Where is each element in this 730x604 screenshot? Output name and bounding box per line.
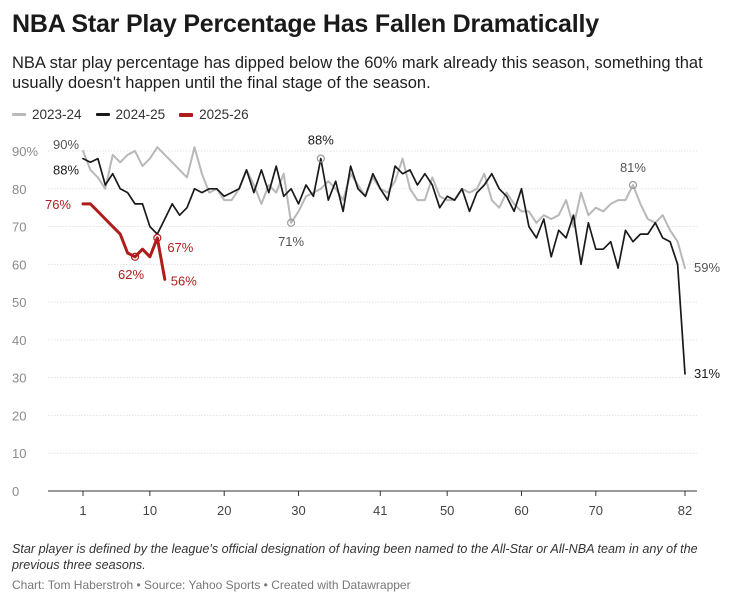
y-tick-label: 80	[12, 182, 26, 197]
footnote: Star player is defined by the league's o…	[12, 542, 698, 572]
legend-item-2023-24: 2023-24	[12, 107, 82, 122]
annotations: 90% 88% 88% 71% 81% 59% 31% 76% 62% 67% 56%	[45, 133, 720, 381]
legend-swatch-2024-25	[95, 113, 110, 116]
annotation-label: 67%	[167, 240, 193, 255]
y-axis-ticks: 0 10 20 30 40 50 60 70 80 90%	[12, 144, 38, 499]
x-axis: 1 10 20 30 41 50 60 70 82	[48, 490, 697, 518]
x-tick-label: 70	[589, 503, 603, 518]
annotation-marker	[130, 252, 140, 261]
annotation-marker	[316, 154, 325, 163]
annotation-marker	[628, 180, 638, 190]
annotation-label: 62%	[118, 267, 144, 282]
y-tick-label: 0	[12, 484, 19, 499]
annotation-label: 71%	[278, 234, 304, 249]
x-tick-label: 41	[373, 503, 387, 518]
annotation-label: 88%	[308, 133, 334, 148]
y-tick-label: 40	[12, 333, 26, 348]
y-tick-label: 20	[12, 408, 26, 423]
annotation-label: 90%	[53, 137, 79, 152]
series-line-2023-24	[82, 146, 686, 270]
x-tick-label: 82	[678, 503, 692, 518]
legend-swatch-2023-24	[12, 113, 26, 116]
legend-item-2024-25: 2024-25	[95, 107, 166, 122]
annotation-marker	[153, 233, 162, 242]
x-tick-label: 10	[143, 503, 157, 518]
x-tick-label: 30	[291, 503, 305, 518]
grid-lines	[48, 150, 697, 454]
legend-item-2025-26: 2025-26	[179, 107, 249, 122]
series-line-2024-25	[82, 157, 686, 375]
annotation-label: 31%	[694, 366, 720, 381]
annotation-label: 88%	[53, 163, 79, 178]
y-tick-label: 90%	[12, 144, 38, 159]
legend-label-2024-25: 2024-25	[115, 107, 166, 122]
legend-label-2025-26: 2025-26	[199, 107, 249, 122]
y-tick-label: 50	[12, 295, 26, 310]
series-lines	[81, 146, 686, 375]
legend-swatch-2025-26	[179, 112, 194, 117]
page-subtitle: NBA star play percentage has dipped belo…	[12, 54, 703, 92]
line-chart: 0 10 20 30 40 50 60 70 80 90% 1 10 20 30 41 50 60 70 82 9…	[12, 133, 720, 518]
page-title: NBA Star Play Percentage Has Fallen Dram…	[12, 10, 599, 38]
annotation-label: 56%	[171, 273, 197, 288]
annotation-label: 59%	[694, 260, 720, 275]
annotation-label: 76%	[45, 197, 71, 212]
x-tick-label: 1	[79, 503, 86, 518]
annotation-label: 81%	[620, 160, 646, 175]
y-tick-label: 70	[12, 220, 26, 235]
y-tick-label: 30	[12, 371, 26, 386]
y-tick-label: 60	[12, 257, 26, 272]
credit-line: Chart: Tom Haberstroh • Source: Yahoo Sp…	[12, 578, 411, 592]
y-tick-label: 10	[12, 446, 26, 461]
legend-label-2023-24: 2023-24	[32, 107, 82, 122]
legend: 2023-24 2024-25 2025-26	[12, 107, 263, 122]
series-line-2025-26	[81, 202, 167, 281]
x-tick-label: 20	[217, 503, 231, 518]
x-tick-label: 50	[440, 503, 454, 518]
x-tick-label: 60	[514, 503, 528, 518]
annotation-marker	[286, 218, 296, 227]
